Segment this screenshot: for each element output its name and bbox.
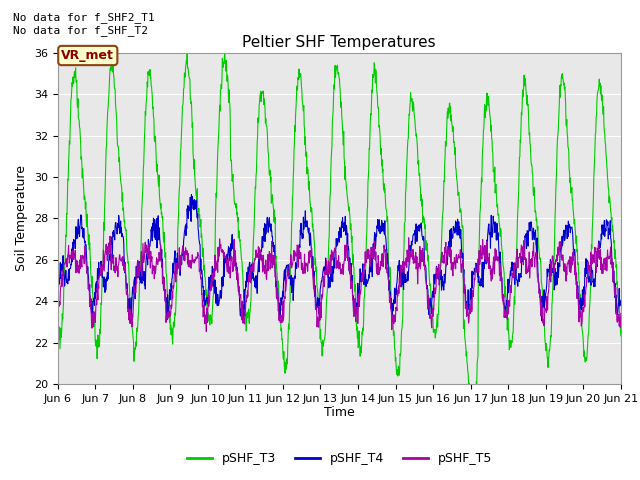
X-axis label: Time: Time — [324, 407, 355, 420]
pSHF_T5 — [243, 293, 250, 299]
Title: Peltier SHF Temperatures: Peltier SHF Temperatures — [243, 35, 436, 50]
Text: VR_met: VR_met — [61, 49, 114, 62]
Line: pSHF_T3: pSHF_T3 — [58, 52, 621, 421]
pSHF_T3 — [54, 324, 61, 330]
pSHF_T5 — [54, 302, 61, 308]
pSHF_T5 — [617, 311, 625, 316]
pSHF_T4 — [501, 303, 509, 309]
pSHF_T5 — [166, 308, 173, 314]
Text: No data for f_SHF2_T1: No data for f_SHF2_T1 — [13, 12, 154, 23]
pSHF_T4 — [54, 300, 61, 306]
pSHF_T3 — [165, 310, 173, 316]
Line: pSHF_T4: pSHF_T4 — [58, 194, 621, 323]
pSHF_T3 — [551, 232, 559, 238]
pSHF_T5 — [551, 260, 559, 266]
pSHF_T3 — [427, 293, 435, 299]
pSHF_T5 — [106, 233, 114, 239]
pSHF_T5 — [428, 321, 435, 327]
pSHF_T3 — [179, 102, 187, 108]
pSHF_T4 — [188, 192, 195, 197]
pSHF_T4 — [239, 320, 247, 326]
pSHF_T5 — [501, 310, 509, 315]
pSHF_T3 — [617, 333, 625, 339]
pSHF_T4 — [179, 252, 187, 257]
pSHF_T4 — [243, 273, 250, 278]
pSHF_T3 — [468, 419, 476, 424]
Line: pSHF_T5: pSHF_T5 — [58, 236, 621, 332]
pSHF_T4 — [428, 311, 435, 316]
Legend: pSHF_T3, pSHF_T4, pSHF_T5: pSHF_T3, pSHF_T4, pSHF_T5 — [182, 447, 497, 470]
pSHF_T3 — [243, 328, 250, 334]
Y-axis label: Soil Temperature: Soil Temperature — [15, 166, 28, 271]
pSHF_T4 — [617, 298, 625, 303]
pSHF_T5 — [179, 252, 187, 257]
pSHF_T4 — [165, 302, 173, 308]
pSHF_T3 — [221, 49, 228, 55]
Text: No data for f_SHF_T2: No data for f_SHF_T2 — [13, 25, 148, 36]
pSHF_T3 — [501, 283, 509, 289]
pSHF_T5 — [202, 329, 210, 335]
pSHF_T4 — [551, 282, 559, 288]
